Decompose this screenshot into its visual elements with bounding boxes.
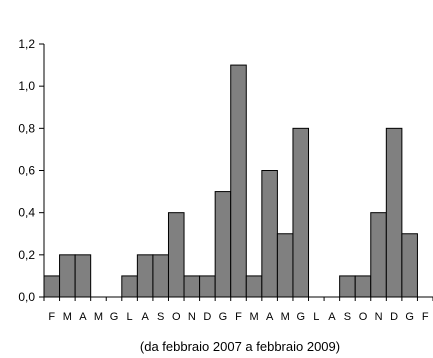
- bar: [401, 233, 418, 298]
- bar: [245, 275, 263, 298]
- x-tick-label: M: [249, 311, 258, 323]
- x-tick-label: F: [48, 311, 55, 323]
- y-tick-label: 0,6: [18, 164, 35, 178]
- x-tick-label: G: [110, 311, 119, 323]
- bar: [292, 127, 310, 298]
- bar: [43, 275, 61, 298]
- y-tick-label: 1,0: [18, 79, 35, 93]
- x-tick-label: O: [359, 311, 368, 323]
- bar: [214, 191, 232, 298]
- x-tick-label: A: [141, 311, 149, 323]
- x-tick-label: M: [63, 311, 72, 323]
- x-tick-label: S: [157, 311, 164, 323]
- x-tick-label: L: [127, 311, 133, 323]
- y-tick-label: 0,8: [18, 121, 35, 135]
- bar: [74, 254, 92, 298]
- x-tick-label: S: [344, 311, 351, 323]
- x-tick-label: D: [203, 311, 211, 323]
- bar: [59, 254, 76, 298]
- bar: [183, 275, 201, 298]
- bar: [354, 275, 372, 298]
- bar: [121, 275, 138, 298]
- x-tick-label: M: [94, 311, 103, 323]
- x-axis-caption: (da febbraio 2007 a febbraio 2009): [140, 339, 340, 354]
- bar: [339, 275, 356, 298]
- bar: [136, 254, 154, 298]
- y-tick-label: 0,2: [18, 248, 35, 262]
- y-tick-label: 1,2: [18, 37, 35, 51]
- y-tick-label: 0,4: [18, 206, 35, 220]
- x-tick-label: A: [79, 311, 87, 323]
- x-tick-label: N: [375, 311, 383, 323]
- x-tick-label: F: [235, 311, 242, 323]
- x-tick-label: F: [422, 311, 429, 323]
- bar: [261, 170, 278, 298]
- x-tick-label: L: [313, 311, 319, 323]
- x-tick-label: M: [281, 311, 290, 323]
- x-tick-label: A: [266, 311, 274, 323]
- bar: [199, 275, 216, 298]
- x-tick-label: A: [328, 311, 336, 323]
- y-tick-label: 0,0: [18, 290, 35, 304]
- x-tick-label: G: [405, 311, 414, 323]
- x-tick-label: N: [188, 311, 196, 323]
- bar: [276, 233, 294, 298]
- bar: [230, 64, 247, 298]
- bar: [152, 254, 169, 298]
- y-axis-ticks: 0,0 0,2 0,4 0,6 0,8 1,0 1,2: [18, 37, 44, 304]
- x-tick-label: D: [390, 311, 398, 323]
- chart-bars: [43, 64, 418, 298]
- bar: [385, 127, 403, 298]
- bar: [370, 212, 387, 298]
- x-tick-label: G: [219, 311, 228, 323]
- x-tick-label: G: [296, 311, 305, 323]
- bar: [167, 212, 185, 298]
- x-tick-label: O: [172, 311, 181, 323]
